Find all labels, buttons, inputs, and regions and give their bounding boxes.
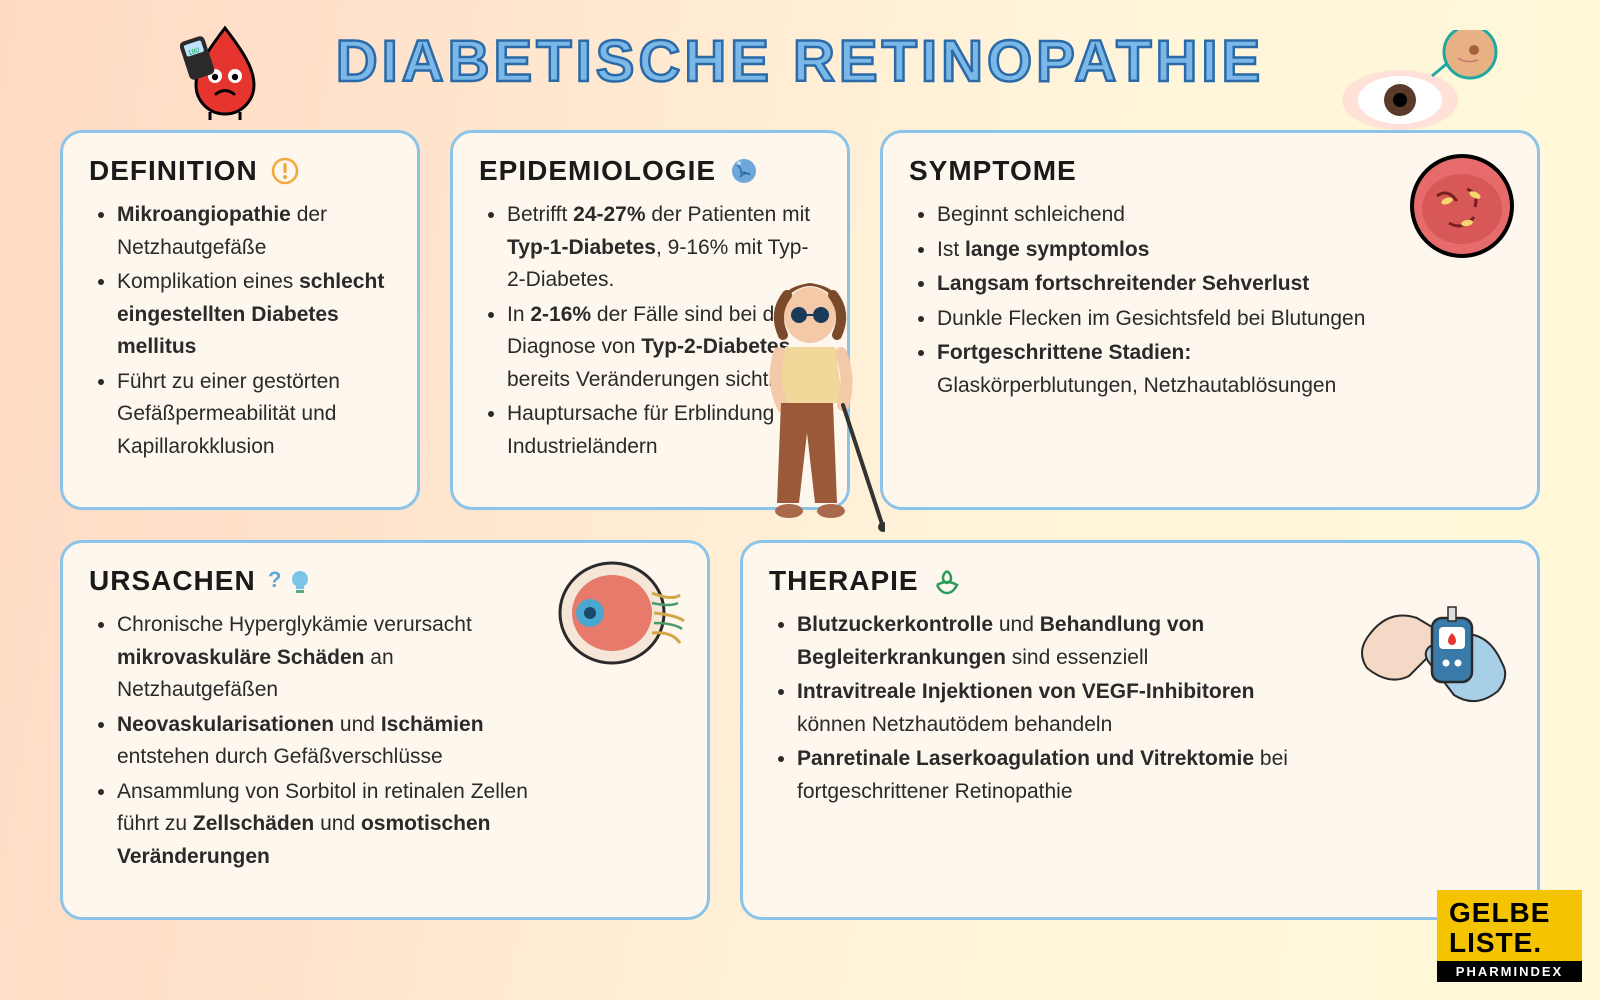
card-list: Mikroangiopathie der NetzhautgefäßeKompl… (89, 199, 391, 463)
question-bulb-icon: ? (268, 565, 318, 597)
list-item: Beginnt schleichend (937, 199, 1389, 232)
hands-glucometer-icon (1352, 583, 1512, 743)
blood-drop-icon: 180 (180, 20, 270, 120)
blind-person-icon (735, 275, 885, 535)
logo-sub: PHARMINDEX (1437, 961, 1582, 982)
list-item: Intravitreale Injektionen von VEGF-Inhib… (797, 676, 1329, 741)
card-therapie: THERAPIE Blutzuckerkontrolle und Behandl… (740, 540, 1540, 920)
list-item: Komplikation eines schlecht eingestellte… (117, 266, 391, 364)
eye-magnify-icon (1330, 30, 1510, 140)
card-heading: THERAPIE (769, 565, 919, 597)
list-item: Mikroangiopathie der Netzhautgefäße (117, 199, 391, 264)
logo-line1: GELBE (1449, 898, 1570, 927)
card-list: Chronische Hyperglykämie verursacht mikr… (89, 609, 559, 873)
logo-line2: LISTE. (1449, 928, 1570, 957)
exclamation-icon (270, 156, 300, 186)
list-item: Chronische Hyperglykämie verursacht mikr… (117, 609, 559, 707)
brand-logo: GELBE LISTE. PHARMINDEX (1437, 890, 1582, 982)
card-list: Blutzuckerkontrolle und Behandlung von B… (769, 609, 1329, 808)
list-item: Dunkle Flecken im Gesichtsfeld bei Blutu… (937, 303, 1389, 336)
svg-text:?: ? (268, 567, 282, 592)
list-item: Fortgeschrittene Stadien: Glaskörperblut… (937, 337, 1389, 402)
card-heading: DEFINITION (89, 155, 258, 187)
card-list: Beginnt schleichendIst lange symptomlosL… (909, 199, 1389, 402)
globe-icon (728, 155, 760, 187)
card-heading: URSACHEN (89, 565, 256, 597)
list-item: Ist lange symptomlos (937, 234, 1389, 267)
cards-grid: DEFINITION Mikroangiopathie der Netzhaut… (60, 130, 1540, 960)
card-heading: SYMPTOME (909, 155, 1077, 187)
list-item: Neovaskularisationen und Ischämien entst… (117, 709, 559, 774)
retina-damaged-icon (1407, 151, 1517, 261)
list-item: Panretinale Laserkoagulation und Vitrekt… (797, 743, 1329, 808)
card-definition: DEFINITION Mikroangiopathie der Netzhaut… (60, 130, 420, 510)
list-item: Langsam fortschreitender Sehverlust (937, 268, 1389, 301)
card-ursachen: URSACHEN ? Chronische Hyperglykämie veru… (60, 540, 710, 920)
list-item: Führt zu einer gestörten Gefäßpermeabili… (117, 366, 391, 464)
card-symptome: SYMPTOME Beginnt schleichendIst lange sy… (880, 130, 1540, 510)
list-item: Blutzuckerkontrolle und Behandlung von B… (797, 609, 1329, 674)
card-heading: EPIDEMIOLOGIE (479, 155, 716, 187)
eyeball-cross-section-icon (552, 553, 687, 673)
hand-care-icon (931, 565, 963, 597)
list-item: Ansammlung von Sorbitol in retinalen Zel… (117, 776, 559, 874)
